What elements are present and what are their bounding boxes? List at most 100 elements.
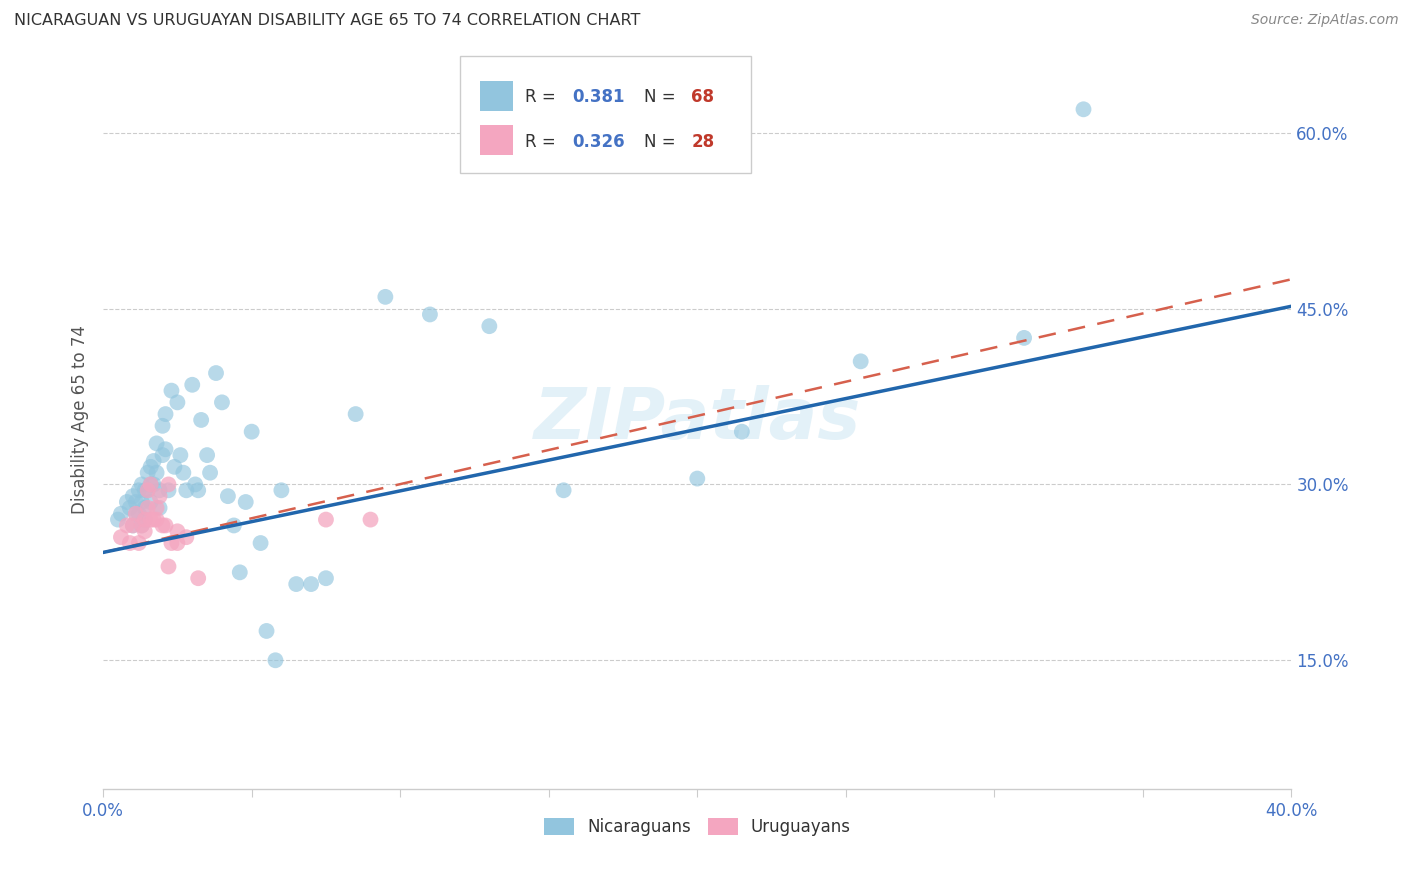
- Point: [374, 290, 396, 304]
- Point: [419, 308, 441, 322]
- Point: [315, 513, 337, 527]
- Point: [686, 472, 709, 486]
- Text: ZIPatlas: ZIPatlas: [534, 385, 860, 454]
- Text: NICARAGUAN VS URUGUAYAN DISABILITY AGE 65 TO 74 CORRELATION CHART: NICARAGUAN VS URUGUAYAN DISABILITY AGE 6…: [14, 13, 641, 29]
- Point: [148, 489, 170, 503]
- Point: [131, 495, 153, 509]
- Point: [160, 384, 183, 398]
- Point: [155, 407, 177, 421]
- Point: [176, 483, 198, 498]
- Point: [148, 483, 170, 498]
- FancyBboxPatch shape: [479, 81, 513, 111]
- Point: [128, 536, 150, 550]
- Point: [166, 395, 188, 409]
- Point: [249, 536, 271, 550]
- Point: [152, 518, 174, 533]
- Point: [849, 354, 872, 368]
- Point: [134, 524, 156, 539]
- Point: [131, 518, 153, 533]
- Point: [360, 513, 382, 527]
- Text: 28: 28: [692, 133, 714, 151]
- Point: [166, 536, 188, 550]
- FancyBboxPatch shape: [479, 125, 513, 155]
- Point: [285, 577, 308, 591]
- Point: [299, 577, 322, 591]
- Point: [184, 477, 207, 491]
- Point: [128, 483, 150, 498]
- Point: [136, 483, 159, 498]
- Point: [148, 500, 170, 515]
- Point: [134, 513, 156, 527]
- Point: [155, 518, 177, 533]
- Point: [169, 448, 191, 462]
- Point: [125, 507, 148, 521]
- Point: [157, 477, 180, 491]
- Point: [121, 518, 143, 533]
- Point: [134, 483, 156, 498]
- Point: [131, 477, 153, 491]
- Point: [134, 500, 156, 515]
- Point: [139, 477, 162, 491]
- Point: [110, 530, 132, 544]
- Point: [152, 418, 174, 433]
- Text: 68: 68: [692, 88, 714, 106]
- Point: [157, 483, 180, 498]
- Point: [264, 653, 287, 667]
- Point: [118, 536, 141, 550]
- Point: [110, 507, 132, 521]
- Point: [315, 571, 337, 585]
- Point: [181, 377, 204, 392]
- Point: [142, 454, 165, 468]
- Point: [229, 566, 252, 580]
- Point: [166, 524, 188, 539]
- Text: 0.326: 0.326: [572, 133, 626, 151]
- Point: [115, 518, 138, 533]
- Text: R =: R =: [524, 88, 561, 106]
- Point: [139, 495, 162, 509]
- Point: [163, 459, 186, 474]
- Point: [125, 507, 148, 521]
- Text: 0.381: 0.381: [572, 88, 626, 106]
- Text: N =: N =: [644, 88, 681, 106]
- Text: N =: N =: [644, 133, 681, 151]
- Point: [205, 366, 228, 380]
- Point: [344, 407, 367, 421]
- Point: [131, 518, 153, 533]
- Point: [125, 495, 148, 509]
- Point: [142, 513, 165, 527]
- Point: [478, 319, 501, 334]
- Point: [142, 477, 165, 491]
- Point: [139, 513, 162, 527]
- Point: [160, 536, 183, 550]
- Point: [172, 466, 194, 480]
- Point: [731, 425, 754, 439]
- Point: [118, 500, 141, 515]
- Point: [195, 448, 218, 462]
- Point: [198, 466, 221, 480]
- Legend: Nicaraguans, Uruguayans: Nicaraguans, Uruguayans: [544, 818, 851, 837]
- Point: [145, 513, 167, 527]
- Point: [235, 495, 257, 509]
- Point: [157, 559, 180, 574]
- Point: [145, 500, 167, 515]
- Point: [139, 459, 162, 474]
- Point: [145, 466, 167, 480]
- Point: [1012, 331, 1035, 345]
- Point: [256, 624, 278, 638]
- Point: [152, 448, 174, 462]
- Point: [187, 571, 209, 585]
- Point: [136, 466, 159, 480]
- Point: [136, 500, 159, 515]
- FancyBboxPatch shape: [460, 56, 751, 172]
- Point: [115, 495, 138, 509]
- Point: [176, 530, 198, 544]
- Point: [107, 513, 129, 527]
- Point: [211, 395, 233, 409]
- Point: [128, 507, 150, 521]
- Point: [121, 489, 143, 503]
- Point: [145, 436, 167, 450]
- Point: [217, 489, 239, 503]
- Point: [136, 483, 159, 498]
- Text: Source: ZipAtlas.com: Source: ZipAtlas.com: [1251, 13, 1399, 28]
- Point: [222, 518, 245, 533]
